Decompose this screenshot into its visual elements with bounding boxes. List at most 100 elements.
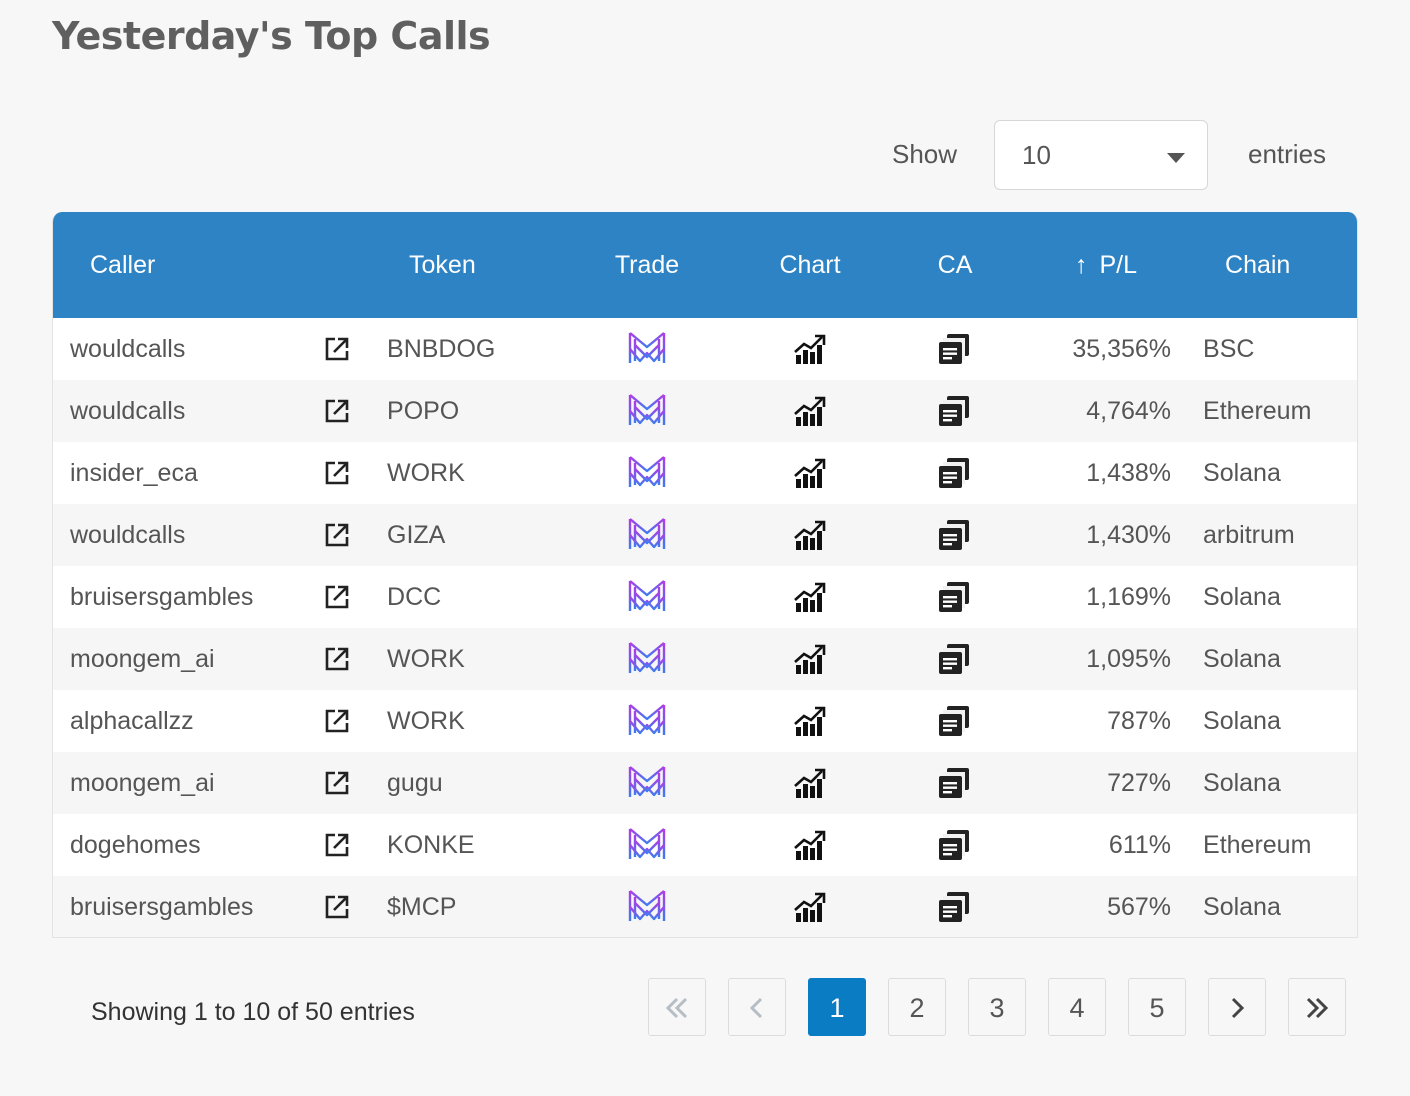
table-row: wouldcalls BNBDOG 35,356% BSC (53, 318, 1357, 380)
trade-logo-icon[interactable] (553, 814, 741, 876)
caller-cell[interactable]: wouldcalls (70, 520, 186, 549)
pl-cell: 727% (1107, 768, 1172, 797)
page-button-1[interactable]: 1 (808, 978, 866, 1036)
external-link-icon[interactable] (291, 752, 383, 814)
double-chevron-left-icon (665, 997, 688, 1019)
caller-cell[interactable]: moongem_ai (70, 644, 215, 673)
chart-up-icon[interactable] (741, 628, 879, 690)
column-token[interactable]: Token (409, 250, 476, 279)
token-cell: GIZA (387, 520, 446, 549)
pl-cell: 1,430% (1086, 520, 1172, 549)
last-page-button[interactable] (1288, 978, 1346, 1036)
length-menu: Show 10 entries (0, 120, 1410, 192)
column-chart[interactable]: Chart (779, 250, 841, 279)
external-link-icon[interactable] (291, 318, 383, 380)
column-ca[interactable]: CA (937, 250, 973, 279)
chain-cell: arbitrum (1203, 520, 1295, 549)
token-cell: KONKE (387, 830, 475, 859)
copy-icon[interactable] (879, 318, 1031, 380)
external-link-icon[interactable] (291, 504, 383, 566)
chart-up-icon[interactable] (741, 690, 879, 752)
page-button-5[interactable]: 5 (1128, 978, 1186, 1036)
trade-logo-icon[interactable] (553, 628, 741, 690)
pl-cell: 1,169% (1086, 582, 1172, 611)
pl-cell: 611% (1108, 830, 1172, 859)
chart-up-icon[interactable] (741, 318, 879, 380)
page-title: Yesterday's Top Calls (52, 14, 491, 58)
external-link-icon[interactable] (291, 628, 383, 690)
pl-cell: 567% (1107, 892, 1172, 921)
external-link-icon[interactable] (291, 690, 383, 752)
pl-cell: 1,095% (1086, 644, 1172, 673)
copy-icon[interactable] (879, 380, 1031, 442)
token-cell: gugu (387, 768, 443, 797)
caller-cell[interactable]: wouldcalls (70, 334, 186, 363)
trade-logo-icon[interactable] (553, 504, 741, 566)
caller-cell[interactable]: moongem_ai (70, 768, 215, 797)
next-page-button[interactable] (1208, 978, 1266, 1036)
external-link-icon[interactable] (291, 566, 383, 628)
column-trade[interactable]: Trade (614, 250, 680, 279)
table-row: wouldcalls GIZA 1,430% arbitrum (53, 504, 1357, 566)
pl-cell: 1,438% (1086, 458, 1172, 487)
table-row: bruisersgambles DCC 1,169% Solana (53, 566, 1357, 628)
caller-cell[interactable]: alphacallzz (70, 706, 194, 735)
table-row: wouldcalls POPO 4,764% Ethereum (53, 380, 1357, 442)
previous-page-button[interactable] (728, 978, 786, 1036)
copy-icon[interactable] (879, 566, 1031, 628)
page-button-3[interactable]: 3 (968, 978, 1026, 1036)
chart-up-icon[interactable] (741, 566, 879, 628)
copy-icon[interactable] (879, 504, 1031, 566)
entries-label: entries (1248, 139, 1327, 169)
external-link-icon[interactable] (291, 442, 383, 504)
chain-cell: Solana (1203, 892, 1281, 921)
copy-icon[interactable] (879, 814, 1031, 876)
calls-table: Caller Token Trade Chart CA ↑ P/L Chain w… (52, 212, 1358, 938)
pl-cell: 35,356% (1072, 334, 1172, 363)
trade-logo-icon[interactable] (553, 442, 741, 504)
page-button-2[interactable]: 2 (888, 978, 946, 1036)
entries-select-value: 10 (1022, 140, 1051, 170)
table-header: Caller Token Trade Chart CA ↑ P/L Chain (53, 212, 1357, 318)
chart-up-icon[interactable] (741, 442, 879, 504)
trade-logo-icon[interactable] (553, 690, 741, 752)
entries-select[interactable]: 10 (994, 120, 1208, 190)
table-row: moongem_ai gugu 727% Solana (53, 752, 1357, 814)
chart-up-icon[interactable] (741, 380, 879, 442)
chart-up-icon[interactable] (741, 814, 879, 876)
caller-cell[interactable]: dogehomes (70, 830, 201, 859)
first-page-button[interactable] (648, 978, 706, 1036)
token-cell: POPO (387, 396, 460, 425)
chart-up-icon[interactable] (741, 876, 879, 937)
arrow-up-icon: ↑ (1074, 250, 1088, 279)
page-button-4[interactable]: 4 (1048, 978, 1106, 1036)
column-chain[interactable]: Chain (1225, 250, 1291, 279)
copy-icon[interactable] (879, 690, 1031, 752)
column-pl[interactable]: ↑ P/L (1031, 212, 1187, 318)
caret-down-icon (1167, 153, 1185, 163)
chain-cell: Ethereum (1203, 830, 1312, 859)
caller-cell[interactable]: bruisersgambles (70, 892, 254, 921)
caller-cell[interactable]: bruisersgambles (70, 582, 254, 611)
copy-icon[interactable] (879, 752, 1031, 814)
chart-up-icon[interactable] (741, 752, 879, 814)
trade-logo-icon[interactable] (553, 752, 741, 814)
external-link-icon[interactable] (291, 380, 383, 442)
caller-cell[interactable]: insider_eca (70, 458, 198, 487)
copy-icon[interactable] (879, 876, 1031, 937)
caller-cell[interactable]: wouldcalls (70, 396, 186, 425)
column-caller[interactable]: Caller (90, 250, 156, 279)
trade-logo-icon[interactable] (553, 380, 741, 442)
copy-icon[interactable] (879, 628, 1031, 690)
trade-logo-icon[interactable] (553, 876, 741, 937)
chain-cell: Solana (1203, 582, 1281, 611)
copy-icon[interactable] (879, 442, 1031, 504)
external-link-icon[interactable] (291, 876, 383, 937)
external-link-icon[interactable] (291, 814, 383, 876)
table-row: alphacallzz WORK 787% Solana (53, 690, 1357, 752)
pl-cell: 787% (1107, 706, 1172, 735)
trade-logo-icon[interactable] (553, 318, 741, 380)
chart-up-icon[interactable] (741, 504, 879, 566)
trade-logo-icon[interactable] (553, 566, 741, 628)
